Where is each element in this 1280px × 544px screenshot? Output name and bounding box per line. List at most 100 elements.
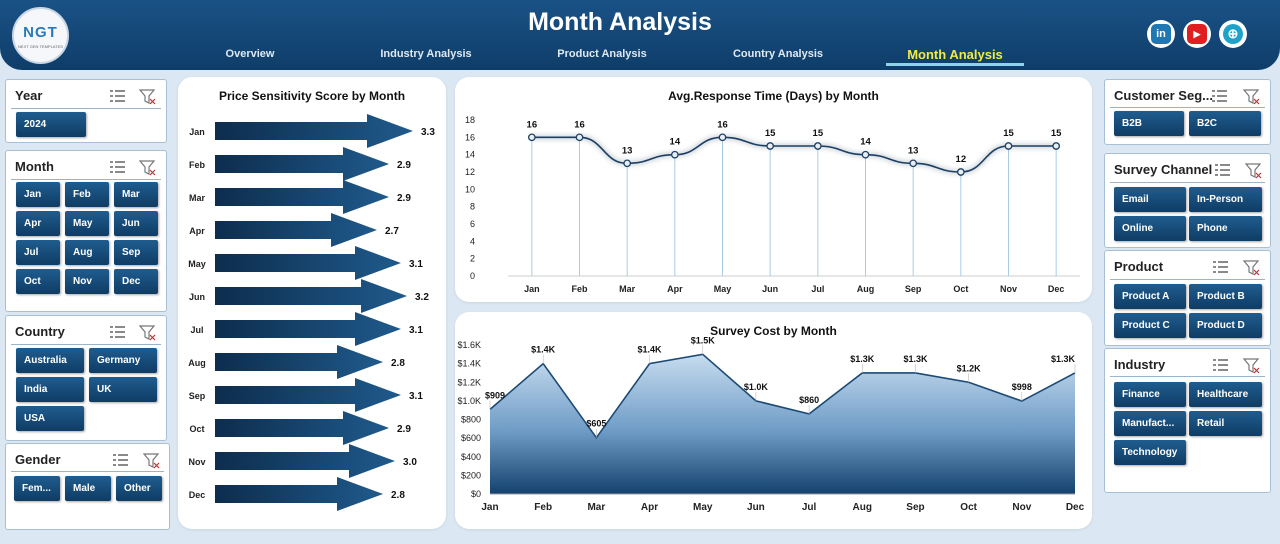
segment-option[interactable]: B2B [1114, 111, 1184, 136]
x-tick-label: Mar [619, 284, 636, 294]
divider [11, 344, 161, 345]
survey-channel-slicer: Survey Channel Email In-Person Online Ph… [1104, 153, 1271, 248]
gender-option[interactable]: Fem... [14, 476, 60, 501]
channel-option[interactable]: Email [1114, 187, 1186, 212]
tab-industry-analysis[interactable]: Industry Analysis [380, 48, 472, 60]
survey-cost-card: Survey Cost by Month $0 $200 $400 $600 $800 $… [455, 312, 1092, 529]
product-option[interactable]: Product A [1114, 284, 1186, 309]
month-option[interactable]: Aug [65, 240, 109, 265]
category-label: Jan [189, 127, 205, 137]
multi-select-icon[interactable] [1214, 162, 1231, 179]
country-option[interactable]: Germany [89, 348, 157, 373]
country-option[interactable]: India [16, 377, 84, 402]
month-option[interactable]: Jan [16, 182, 60, 207]
y-tick-label: $600 [461, 433, 481, 443]
y-tick-label: $800 [461, 415, 481, 425]
month-option[interactable]: Apr [16, 211, 60, 236]
gender-option[interactable]: Other [116, 476, 162, 501]
y-tick-label: 2 [470, 254, 475, 264]
tab-overview[interactable]: Overview [225, 48, 275, 60]
tab-product-analysis[interactable]: Product Analysis [557, 48, 647, 60]
clear-filter-icon[interactable] [139, 324, 156, 341]
clear-filter-icon[interactable] [1243, 88, 1260, 105]
country-slicer: Country Australia Germany India UK USA [5, 315, 167, 441]
multi-select-icon[interactable] [1212, 259, 1229, 276]
channel-option[interactable]: In-Person [1189, 187, 1262, 212]
clear-filter-icon[interactable] [1243, 259, 1260, 276]
multi-select-icon[interactable] [1211, 88, 1228, 105]
divider [11, 471, 164, 472]
data-label: $1.4K [638, 345, 663, 355]
survey-cost-chart: $0 $200 $400 $600 $800 $1.0K $1.2K $1.4K $1.6K $9… [457, 335, 1084, 513]
year-option-2024[interactable]: 2024 [16, 112, 86, 137]
y-tick-label: 12 [465, 167, 475, 177]
clear-filter-icon[interactable] [143, 452, 160, 469]
multi-select-icon[interactable] [112, 452, 129, 469]
clear-filter-icon[interactable] [139, 159, 156, 176]
tab-month-analysis[interactable]: Month Analysis [886, 47, 1024, 66]
y-tick-label: 4 [470, 236, 475, 246]
month-option[interactable]: May [65, 211, 109, 236]
data-point [766, 142, 775, 150]
y-tick-label: 6 [470, 219, 475, 229]
customer-segment-title: Customer Seg... [1114, 88, 1213, 103]
y-tick-label: 18 [465, 115, 475, 125]
survey-channel-title: Survey Channel [1114, 162, 1213, 177]
month-option[interactable]: Nov [65, 269, 109, 294]
month-option[interactable]: Sep [114, 240, 158, 265]
month-option[interactable]: Jun [114, 211, 158, 236]
divider [1110, 107, 1265, 108]
multi-select-icon[interactable] [109, 324, 126, 341]
industry-option[interactable]: Healthcare [1189, 382, 1262, 407]
country-slicer-title: Country [15, 324, 65, 339]
globe-icon[interactable]: ⊕ [1219, 20, 1247, 48]
multi-select-icon[interactable] [109, 159, 126, 176]
x-tick-label: Oct [953, 284, 968, 294]
series-line [489, 353, 1076, 440]
clear-filter-icon[interactable] [139, 88, 156, 105]
month-option[interactable]: Feb [65, 182, 109, 207]
x-tick-label: Aug [853, 502, 872, 513]
clear-filter-icon[interactable] [1245, 162, 1262, 179]
globe-glyph: ⊕ [1223, 24, 1243, 44]
tab-country-analysis[interactable]: Country Analysis [732, 48, 824, 60]
industry-option[interactable]: Technology [1114, 440, 1186, 465]
category-label: Oct [189, 424, 204, 434]
channel-option[interactable]: Online [1114, 216, 1186, 241]
data-point [956, 168, 965, 176]
gender-option[interactable]: Male [65, 476, 111, 501]
multi-select-icon[interactable] [1212, 357, 1229, 374]
product-option[interactable]: Product C [1114, 313, 1186, 338]
month-option[interactable]: Jul [16, 240, 60, 265]
header-bar: NGT NEXT GEN TEMPLATES Month Analysis Ov… [0, 0, 1280, 70]
customer-segment-slicer: Customer Seg... B2B B2C [1104, 79, 1271, 145]
industry-option[interactable]: Finance [1114, 382, 1186, 407]
youtube-icon[interactable]: ▶ [1183, 20, 1211, 48]
product-option[interactable]: Product D [1189, 313, 1262, 338]
month-option[interactable]: Dec [114, 269, 158, 294]
multi-select-icon[interactable] [109, 88, 126, 105]
data-label: 14 [860, 137, 871, 148]
linkedin-icon[interactable]: in [1147, 20, 1175, 48]
channel-option[interactable]: Phone [1189, 216, 1262, 241]
clear-filter-icon[interactable] [1243, 357, 1260, 374]
response-time-title: Avg.Response Time (Days) by Month [668, 89, 879, 103]
product-option[interactable]: Product B [1189, 284, 1262, 309]
month-option[interactable]: Oct [16, 269, 60, 294]
y-tick-label: $1.0K [457, 396, 481, 406]
industry-option[interactable]: Manufact... [1114, 411, 1186, 436]
x-tick-label: Nov [1000, 284, 1017, 294]
data-label: 2.7 [385, 226, 399, 237]
category-label: Nov [188, 457, 205, 467]
data-label: 15 [1051, 128, 1062, 139]
x-tick-label: Apr [667, 284, 683, 294]
data-label: 2.8 [391, 490, 405, 501]
country-option[interactable]: USA [16, 406, 84, 431]
x-tick-label: Jul [802, 502, 817, 513]
industry-option[interactable]: Retail [1189, 411, 1262, 436]
country-option[interactable]: Australia [16, 348, 84, 373]
segment-option[interactable]: B2C [1189, 111, 1261, 136]
country-option[interactable]: UK [89, 377, 157, 402]
category-label: Aug [188, 358, 206, 368]
month-option[interactable]: Mar [114, 182, 158, 207]
